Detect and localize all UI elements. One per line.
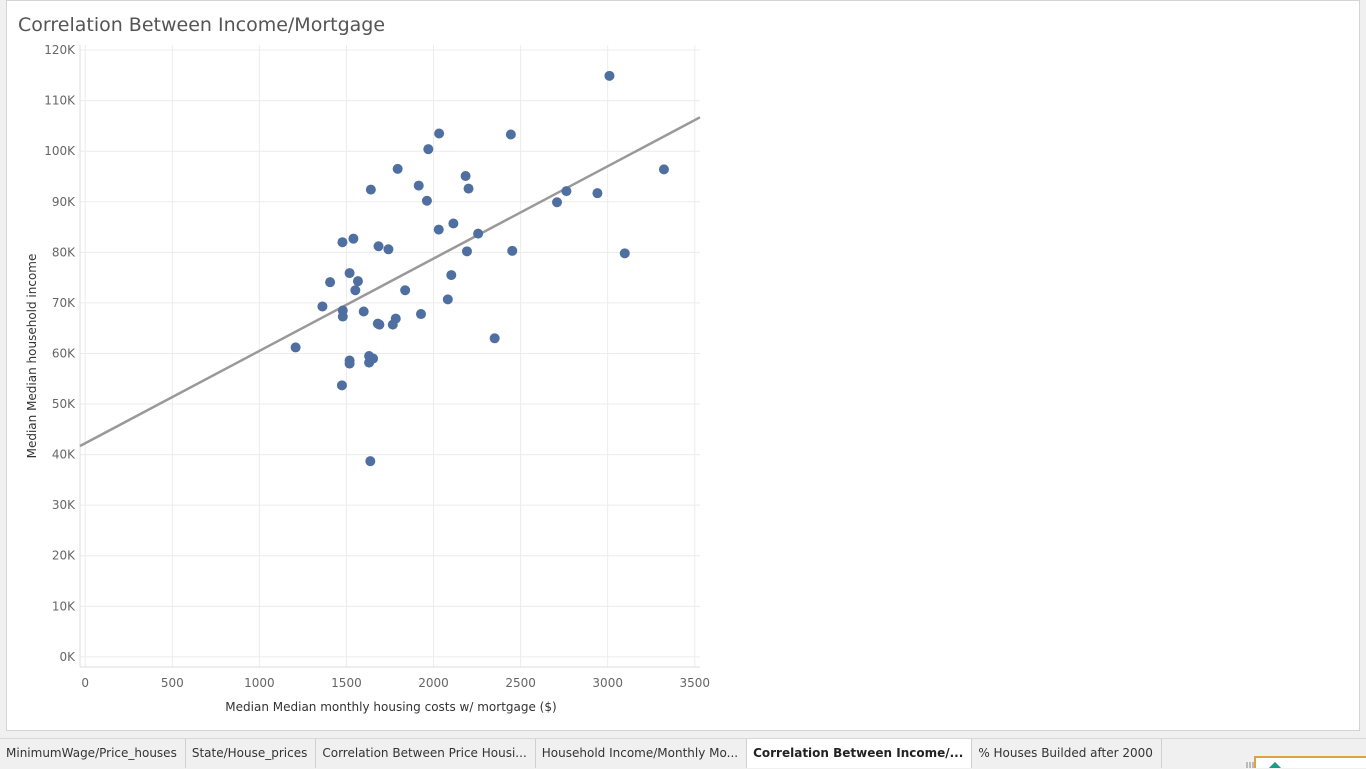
- data-point[interactable]: [358, 306, 369, 317]
- sheet-tab-bar: MinimumWage/Price_houses State/House_pric…: [0, 738, 1366, 768]
- data-point[interactable]: [352, 276, 363, 287]
- data-point[interactable]: [658, 164, 669, 175]
- x-axis-title: Median Median monthly housing costs w/ m…: [225, 700, 556, 714]
- data-point[interactable]: [434, 128, 445, 139]
- data-point[interactable]: [552, 197, 563, 208]
- sheet-tabs: MinimumWage/Price_houses State/House_pric…: [0, 739, 1162, 769]
- data-point[interactable]: [561, 186, 572, 197]
- data-point[interactable]: [460, 170, 471, 181]
- y-tick-label: 100K: [44, 144, 76, 158]
- data-point[interactable]: [373, 241, 384, 252]
- data-point[interactable]: [337, 311, 348, 322]
- data-point[interactable]: [365, 456, 376, 467]
- data-point[interactable]: [383, 244, 394, 255]
- y-tick-label: 80K: [52, 245, 76, 259]
- data-point[interactable]: [433, 224, 444, 235]
- y-tick-label: 70K: [52, 296, 76, 310]
- x-tick-label: 1500: [331, 676, 362, 690]
- data-point[interactable]: [421, 195, 432, 206]
- sheet-tab[interactable]: Correlation Between Income/...: [747, 739, 973, 768]
- sheet-tab[interactable]: % Houses Builded after 2000: [972, 739, 1162, 768]
- widget-frame: [1254, 756, 1366, 768]
- y-tick-label: 120K: [44, 43, 76, 57]
- x-tick-label: 2000: [418, 676, 449, 690]
- y-tick-label: 90K: [52, 195, 76, 209]
- status-widget: [1246, 752, 1366, 768]
- data-point[interactable]: [446, 270, 457, 281]
- data-point[interactable]: [442, 294, 453, 305]
- scatter-chart: 0K 10K 20K 30K 40K 50K 60K 70K 80K 90K 100K 110K 120…: [25, 43, 710, 714]
- y-tick-label: 60K: [52, 346, 76, 360]
- data-point[interactable]: [473, 228, 484, 239]
- x-tick-label: 3500: [680, 676, 711, 690]
- data-point[interactable]: [505, 129, 516, 140]
- y-tick-label: 0K: [59, 650, 76, 664]
- y-tick-label: 110K: [44, 94, 76, 108]
- x-tick-label: 1000: [244, 676, 275, 690]
- data-point[interactable]: [604, 70, 615, 81]
- data-point[interactable]: [592, 188, 603, 199]
- y-tick-label: 30K: [52, 498, 76, 512]
- y-tick-label: 10K: [52, 599, 76, 613]
- data-point[interactable]: [365, 184, 376, 195]
- sheet-tab[interactable]: State/House_prices: [186, 739, 317, 768]
- data-point[interactable]: [368, 353, 379, 364]
- data-points[interactable]: [290, 70, 669, 467]
- data-point[interactable]: [350, 285, 361, 296]
- data-point[interactable]: [348, 233, 359, 244]
- x-tick-label: 2500: [505, 676, 536, 690]
- data-point[interactable]: [390, 313, 401, 324]
- data-point[interactable]: [448, 218, 459, 229]
- data-point[interactable]: [392, 163, 403, 174]
- data-point[interactable]: [374, 319, 385, 330]
- data-point[interactable]: [344, 358, 355, 369]
- data-point[interactable]: [400, 285, 411, 296]
- y-tick-label: 50K: [52, 397, 76, 411]
- data-point[interactable]: [317, 301, 328, 312]
- data-point[interactable]: [461, 246, 472, 257]
- data-point[interactable]: [416, 309, 426, 320]
- sheet-tab[interactable]: Correlation Between Price Housi...: [316, 739, 536, 768]
- data-point[interactable]: [336, 380, 347, 391]
- y-tick-label: 40K: [52, 448, 76, 462]
- data-point[interactable]: [423, 144, 434, 155]
- page-title: Correlation Between Income/Mortgage: [18, 14, 386, 36]
- sheet-tab[interactable]: Household Income/Monthly Mo...: [536, 739, 748, 768]
- x-axis-ticks: 0 500 1000 1500 2000 2500 3000 3500: [81, 676, 710, 690]
- data-point[interactable]: [463, 183, 474, 194]
- sheet-tab[interactable]: MinimumWage/Price_houses: [0, 739, 186, 768]
- y-axis-ticks: 0K 10K 20K 30K 40K 50K 60K 70K 80K 90K 100K 110K 120…: [44, 43, 76, 664]
- trend-line: [79, 116, 701, 448]
- y-axis-title: Median Median household income: [25, 254, 39, 459]
- data-point[interactable]: [507, 245, 518, 256]
- data-point[interactable]: [413, 180, 424, 191]
- chart-grid: [79, 45, 700, 668]
- x-tick-label: 0: [81, 676, 89, 690]
- y-tick-label: 20K: [52, 549, 76, 563]
- grid-view-icon[interactable]: [1246, 762, 1254, 768]
- data-point[interactable]: [619, 248, 630, 259]
- data-point[interactable]: [290, 342, 301, 353]
- x-tick-label: 3000: [592, 676, 623, 690]
- x-tick-label: 500: [161, 676, 184, 690]
- data-point[interactable]: [489, 333, 500, 344]
- data-point[interactable]: [325, 277, 336, 288]
- data-point[interactable]: [337, 237, 348, 248]
- data-point[interactable]: [344, 268, 355, 279]
